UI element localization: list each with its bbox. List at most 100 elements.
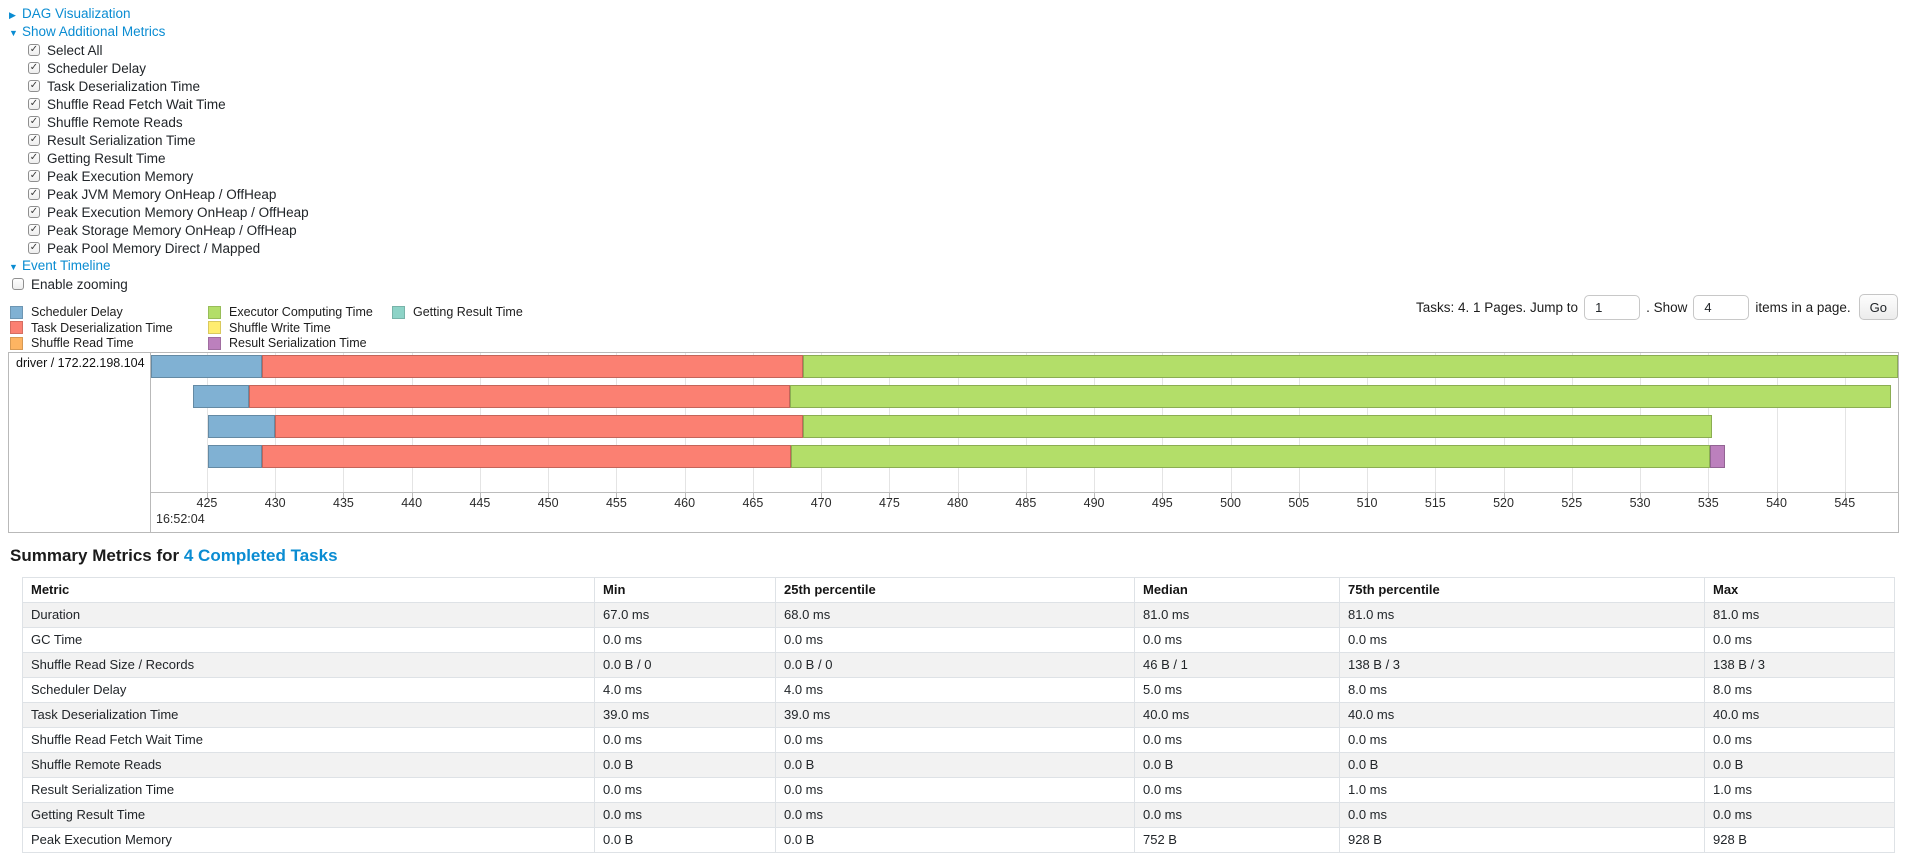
metric-value-cell-75th-percentile: 0.0 ms — [1339, 802, 1705, 828]
items-per-page-input[interactable] — [1693, 294, 1750, 320]
task-0-segment-task-deserialization-time[interactable] — [261, 355, 804, 378]
checkbox-shuffle-read-fetch-wait-time[interactable] — [28, 98, 40, 110]
tick-label-535: 535 — [1697, 496, 1719, 510]
metric-name-cell: Shuffle Remote Reads — [22, 752, 595, 778]
tick-label-510: 510 — [1356, 496, 1378, 510]
enable-zooming-row[interactable]: Enable zooming — [12, 275, 1907, 293]
checkbox-peak-execution-memory[interactable] — [28, 170, 40, 182]
task-0-segment-executor-computing-time[interactable] — [803, 355, 1898, 378]
gridline-425 — [206, 353, 208, 492]
task-2-segment-task-deserialization-time[interactable] — [275, 415, 804, 438]
task-3-segment-result-serialization-time[interactable] — [1709, 445, 1725, 468]
completed-tasks-link[interactable]: 4 Completed Tasks — [183, 546, 338, 565]
timeline-axis-line — [9, 492, 1898, 493]
event-timeline-label: Event Timeline — [22, 258, 111, 273]
metric-checkbox-row-task-deserialization-time[interactable]: Task Deserialization Time — [28, 77, 1907, 95]
metric-checkbox-row-peak-jvm-memory-onheap-offheap[interactable]: Peak JVM Memory OnHeap / OffHeap — [28, 185, 1907, 203]
metric-name-cell: Shuffle Read Size / Records — [22, 652, 595, 678]
metric-checkbox-row-getting-result-time[interactable]: Getting Result Time — [28, 149, 1907, 167]
legend-swatch-getting-result-time — [392, 305, 405, 319]
task-2-segment-executor-computing-time[interactable] — [803, 415, 1713, 438]
dag-visualization-toggle[interactable]: DAG Visualization — [9, 5, 1907, 23]
event-timeline-toggle[interactable]: Event Timeline — [9, 257, 1907, 275]
legend-label: Shuffle Write Time — [229, 320, 331, 335]
task-3-segment-executor-computing-time[interactable] — [791, 445, 1710, 468]
metric-value-cell-median: 0.0 ms — [1134, 727, 1340, 753]
axis-tick-530 — [1640, 493, 1642, 498]
legend-swatch-shuffle-read-time — [10, 336, 23, 350]
metric-checkbox-row-peak-storage-memory-onheap-offheap[interactable]: Peak Storage Memory OnHeap / OffHeap — [28, 221, 1907, 239]
chevron-down-icon — [9, 24, 22, 42]
metric-checkbox-row-shuffle-read-fetch-wait-time[interactable]: Shuffle Read Fetch Wait Time — [28, 95, 1907, 113]
axis-tick-445 — [479, 493, 481, 498]
metric-value-cell-75th-percentile: 0.0 ms — [1339, 727, 1705, 753]
metric-value-cell-max: 0.0 ms — [1704, 627, 1895, 653]
legend-item-scheduler-delay: Scheduler Delay — [10, 305, 123, 319]
axis-tick-440 — [411, 493, 413, 498]
tick-label-475: 475 — [878, 496, 900, 510]
metric-name-cell: Peak Execution Memory — [22, 827, 595, 853]
checkbox-select-all[interactable] — [28, 44, 40, 56]
metric-checkbox-row-scheduler-delay[interactable]: Scheduler Delay — [28, 59, 1907, 77]
task-3-segment-task-deserialization-time[interactable] — [261, 445, 792, 468]
checkbox-peak-pool-memory-direct-mapped[interactable] — [28, 242, 40, 254]
table-row-shuffle-remote-reads: Shuffle Remote Reads 0.0 B 0.0 B 0.0 B 0.0 B… — [22, 752, 1895, 778]
legend-swatch-result-serialization-time — [208, 336, 221, 350]
checkbox-scheduler-delay[interactable] — [28, 62, 40, 74]
metric-value-cell-min: 0.0 B — [594, 752, 776, 778]
go-button[interactable]: Go — [1858, 294, 1898, 320]
metric-value-cell-max: 81.0 ms — [1704, 602, 1895, 628]
checkbox-peak-storage-memory-onheap-offheap[interactable] — [28, 224, 40, 236]
metric-checkbox-row-peak-execution-memory[interactable]: Peak Execution Memory — [28, 167, 1907, 185]
dag-visualization-label: DAG Visualization — [22, 6, 131, 21]
metric-value-cell-75th-percentile: 8.0 ms — [1339, 677, 1705, 703]
metric-checkbox-row-result-serialization-time[interactable]: Result Serialization Time — [28, 131, 1907, 149]
metric-value-cell-max: 138 B / 3 — [1704, 652, 1895, 678]
checkbox-peak-jvm-memory-onheap-offheap[interactable] — [28, 188, 40, 200]
metric-value-cell-25th-percentile: 0.0 ms — [775, 802, 1135, 828]
table-row-scheduler-delay: Scheduler Delay 4.0 ms 4.0 ms 5.0 ms 8.0 ms 8… — [22, 677, 1895, 703]
task-0-segment-scheduler-delay[interactable] — [151, 355, 262, 378]
column-header-metric: Metric — [22, 577, 595, 603]
jump-to-page-input[interactable] — [1584, 294, 1641, 320]
gridline-540 — [1776, 353, 1778, 492]
metric-checkbox-row-select-all[interactable]: Select All — [28, 41, 1907, 59]
metric-checkbox-row-shuffle-remote-reads[interactable]: Shuffle Remote Reads — [28, 113, 1907, 131]
metric-value-cell-min: 0.0 B / 0 — [594, 652, 776, 678]
show-additional-metrics-toggle[interactable]: Show Additional Metrics — [9, 23, 1907, 41]
checkbox-shuffle-remote-reads[interactable] — [28, 116, 40, 128]
metric-value-cell-median: 46 B / 1 — [1134, 652, 1340, 678]
checkbox-label: Shuffle Remote Reads — [47, 114, 183, 130]
task-pagination: Tasks: 4. 1 Pages. Jump to . Show items … — [1416, 294, 1898, 320]
metric-checkbox-row-peak-execution-memory-onheap-offheap[interactable]: Peak Execution Memory OnHeap / OffHeap — [28, 203, 1907, 221]
task-2-segment-scheduler-delay[interactable] — [208, 415, 276, 438]
metric-value-cell-25th-percentile: 0.0 B — [775, 827, 1135, 853]
metric-value-cell-25th-percentile: 68.0 ms — [775, 602, 1135, 628]
tick-label-550: 550 — [1891, 496, 1898, 510]
legend-swatch-task-deserialization-time — [10, 321, 23, 335]
task-1-segment-task-deserialization-time[interactable] — [249, 385, 790, 408]
task-3-segment-scheduler-delay[interactable] — [208, 445, 262, 468]
enable-zooming-checkbox[interactable] — [12, 278, 24, 290]
metric-value-cell-min: 67.0 ms — [594, 602, 776, 628]
axis-tick-495 — [1162, 493, 1164, 498]
tick-label-505: 505 — [1288, 496, 1310, 510]
summary-table-header-row: Metric Min 25th percentile Median 75th perce… — [22, 577, 1895, 603]
checkbox-task-deserialization-time[interactable] — [28, 80, 40, 92]
executor-row-label: driver / 172.22.198.104 — [9, 353, 151, 532]
checkbox-label: Select All — [47, 42, 103, 58]
metric-checkbox-row-peak-pool-memory-direct-mapped[interactable]: Peak Pool Memory Direct / Mapped — [28, 239, 1907, 257]
metric-value-cell-75th-percentile: 1.0 ms — [1339, 777, 1705, 803]
axis-tick-505 — [1298, 493, 1300, 498]
metric-name-cell: Result Serialization Time — [22, 777, 595, 803]
tick-label-440: 440 — [401, 496, 423, 510]
metric-value-cell-75th-percentile: 138 B / 3 — [1339, 652, 1705, 678]
checkbox-label: Peak JVM Memory OnHeap / OffHeap — [47, 186, 277, 202]
task-1-segment-executor-computing-time[interactable] — [789, 385, 1892, 408]
checkbox-peak-execution-memory-onheap-offheap[interactable] — [28, 206, 40, 218]
legend-item-executor-computing-time: Executor Computing Time — [208, 305, 373, 319]
gridline-545 — [1844, 353, 1846, 492]
task-1-segment-scheduler-delay[interactable] — [193, 385, 250, 408]
checkbox-result-serialization-time[interactable] — [28, 134, 40, 146]
checkbox-getting-result-time[interactable] — [28, 152, 40, 164]
